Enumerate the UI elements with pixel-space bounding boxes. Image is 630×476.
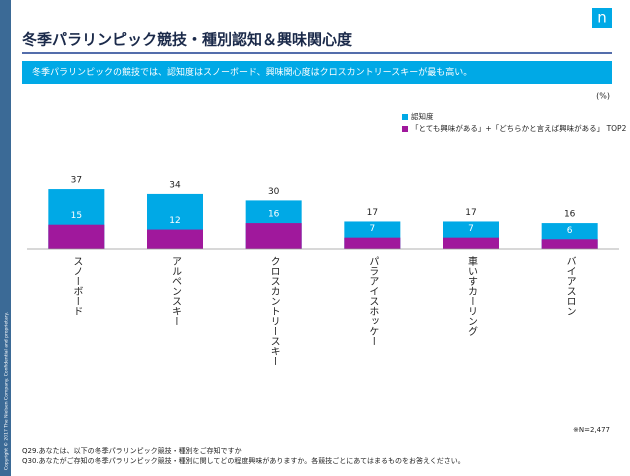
x-tick-label: アルペンスキー bbox=[170, 256, 182, 326]
value-label: 16 bbox=[564, 210, 576, 220]
value-label: 34 bbox=[169, 180, 181, 190]
bar bbox=[147, 229, 203, 249]
bar bbox=[344, 237, 401, 249]
logo-box bbox=[592, 8, 612, 28]
legend-label: 認知度 bbox=[411, 111, 434, 121]
bar bbox=[245, 223, 302, 249]
unit-label: (%) bbox=[596, 92, 610, 101]
legend-swatch bbox=[402, 114, 408, 120]
value-label: 12 bbox=[169, 216, 180, 226]
footnote: Q29.あなたは、以下の冬季パラリンピック競技・種別をご存知ですか bbox=[22, 446, 242, 455]
value-label: 30 bbox=[268, 187, 280, 197]
bar bbox=[443, 237, 499, 249]
value-label: 15 bbox=[71, 211, 82, 221]
chart-title: 冬季パラリンピック競技・種別認知＆興味関心度 bbox=[22, 31, 353, 49]
value-label: 16 bbox=[268, 210, 280, 220]
bar bbox=[48, 224, 105, 249]
legend-label: 「とても興味がある」+「どちらかと言えば興味がある」 TOP2 bbox=[411, 123, 627, 133]
x-tick-label: スノーボード bbox=[71, 256, 83, 316]
footnote: Q30.あなたがご存知の冬季パラリンピック競技・種別に関してどの程度興味がありま… bbox=[22, 456, 465, 465]
legend-swatch bbox=[402, 126, 408, 132]
x-tick-label: クロスカントリースキー bbox=[268, 256, 279, 366]
value-label: 7 bbox=[468, 224, 474, 234]
value-label: 7 bbox=[369, 224, 375, 234]
value-label: 17 bbox=[465, 208, 476, 218]
x-tick-label: パラアイスホッケー bbox=[367, 256, 379, 346]
bar bbox=[541, 239, 598, 249]
side-band bbox=[0, 0, 11, 476]
logo: n bbox=[597, 9, 607, 27]
value-label: 6 bbox=[567, 226, 573, 236]
x-tick-label: 車いすカーリング bbox=[466, 255, 478, 336]
note: ※N=2,477 bbox=[573, 426, 610, 434]
value-label: 17 bbox=[367, 208, 378, 218]
x-tick-label: バイアスロン bbox=[564, 256, 576, 316]
subtitle: 冬季パラリンピックの競技では、認知度はスノーボード、興味関心度はクロスカントリー… bbox=[32, 66, 472, 78]
copyright: Copyright © 2017 The Nielsen Company. Co… bbox=[3, 312, 10, 470]
value-label: 37 bbox=[71, 176, 82, 186]
subtitle-banner bbox=[22, 61, 612, 84]
